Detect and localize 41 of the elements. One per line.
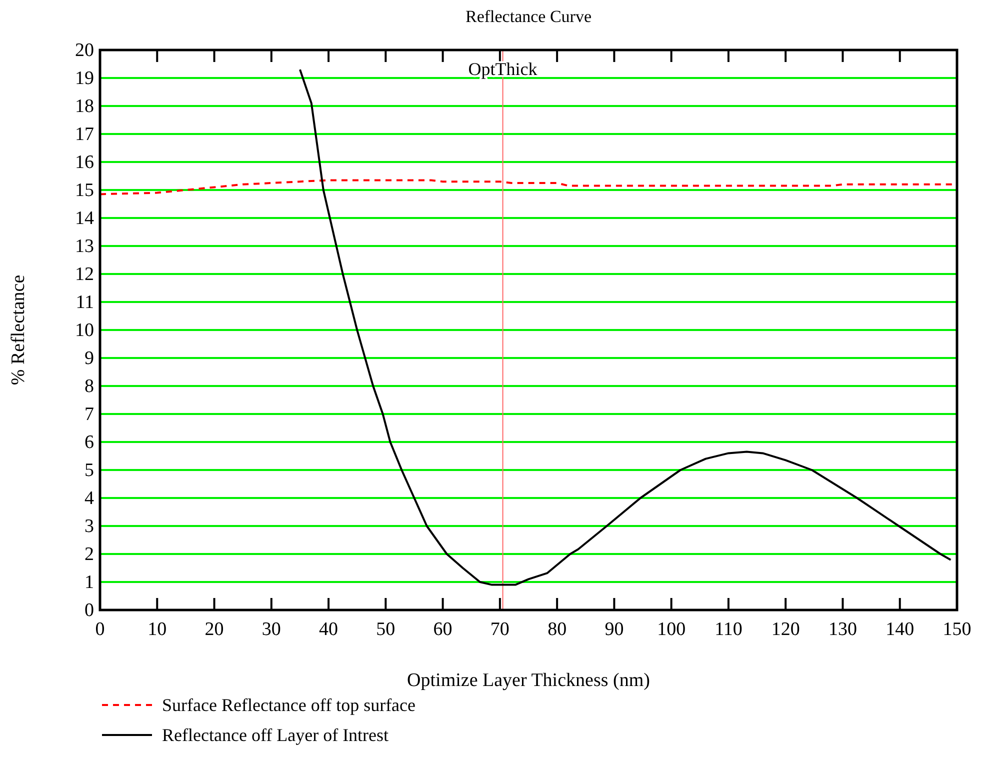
y-tick-label: 2 — [84, 544, 94, 565]
chart-title: Reflectance Curve — [465, 7, 592, 26]
x-tick-label: 10 — [148, 619, 167, 640]
legend-label: Surface Reflectance off top surface — [162, 695, 416, 715]
y-tick-label: 14 — [75, 208, 94, 229]
y-tick-label: 20 — [75, 40, 94, 61]
x-tick-label: 80 — [548, 619, 567, 640]
y-tick-label: 5 — [84, 460, 94, 481]
x-tick-label: 150 — [942, 619, 972, 640]
x-tick-label: 110 — [714, 619, 742, 640]
x-tick-label: 70 — [490, 619, 510, 640]
x-tick-label: 90 — [604, 619, 624, 640]
y-tick-label: 0 — [84, 600, 94, 621]
y-tick-label: 6 — [84, 432, 94, 453]
x-tick-label: 50 — [376, 619, 396, 640]
y-tick-label: 4 — [84, 488, 94, 509]
y-tick-label: 12 — [75, 264, 94, 285]
x-axis-title: Optimize Layer Thickness (nm) — [407, 670, 650, 691]
y-tick-label: 9 — [84, 348, 94, 369]
x-tick-label: 120 — [771, 619, 800, 640]
y-tick-label: 17 — [75, 124, 94, 145]
y-tick-label: 15 — [75, 180, 94, 201]
y-tick-label: 3 — [84, 516, 94, 537]
y-tick-label: 1 — [84, 572, 94, 593]
x-tick-label: 20 — [204, 619, 224, 640]
y-tick-label: 10 — [75, 320, 94, 341]
y-tick-label: 18 — [75, 96, 94, 117]
x-tick-label: 140 — [886, 619, 914, 640]
y-axis-title: % Reflectance — [8, 274, 29, 386]
x-tick-label: 40 — [319, 619, 338, 640]
y-tick-label: 16 — [75, 152, 94, 173]
x-tick-label: 60 — [433, 619, 452, 640]
y-tick-label: 19 — [75, 68, 94, 89]
y-tick-label: 7 — [84, 404, 94, 425]
legend-label: Reflectance off Layer of Intrest — [162, 725, 389, 745]
y-tick-label: 8 — [84, 376, 94, 397]
x-tick-label: 130 — [828, 619, 857, 640]
y-tick-label: 11 — [76, 292, 94, 313]
y-tick-label: 13 — [75, 236, 94, 257]
x-tick-label: 30 — [262, 619, 281, 640]
x-tick-label: 100 — [657, 619, 686, 640]
